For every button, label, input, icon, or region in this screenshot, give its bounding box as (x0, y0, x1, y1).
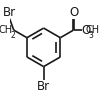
Text: O: O (82, 24, 91, 37)
Text: Br: Br (37, 80, 50, 93)
Text: 2: 2 (11, 31, 16, 40)
Text: O: O (69, 6, 78, 19)
Text: CH: CH (86, 25, 99, 35)
Text: Br: Br (3, 6, 16, 19)
Text: CH: CH (0, 25, 13, 35)
Text: 3: 3 (88, 31, 93, 40)
